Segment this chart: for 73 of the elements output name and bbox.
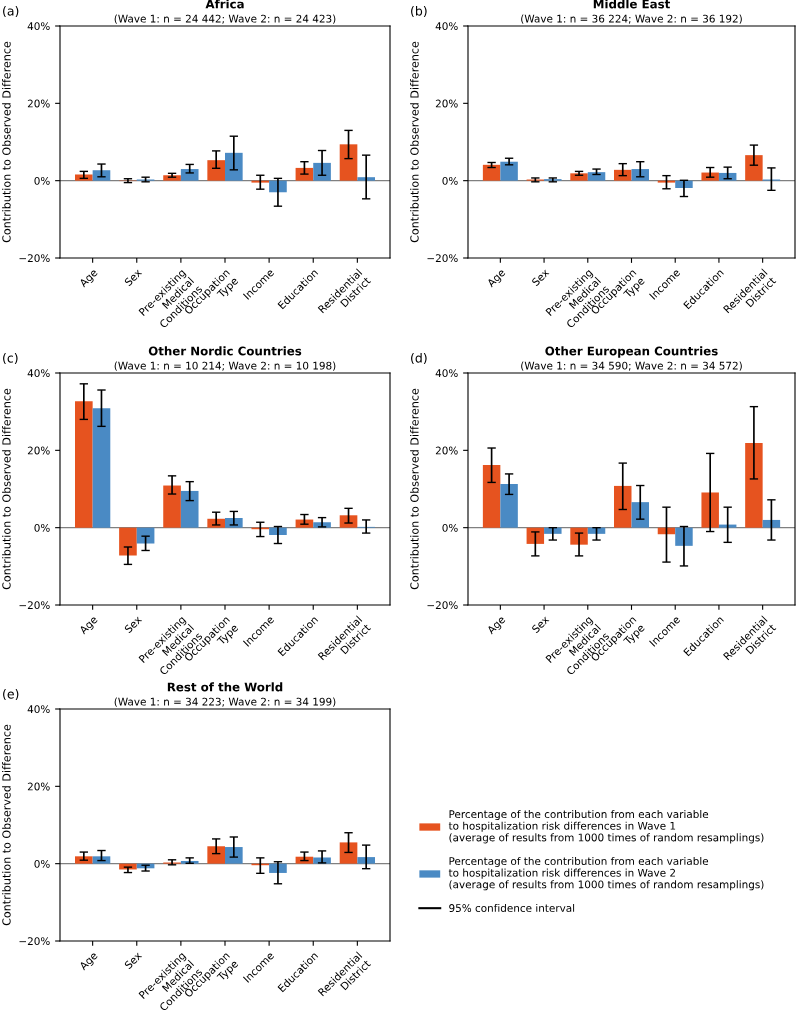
- legend-label: Percentage of the contribution from each variable to hospitalization risk differences in Wave 2 (average of results from 1000 times of random resamplings): [448, 856, 764, 891]
- text: (d): [411, 352, 427, 365]
- bar: [313, 162, 331, 181]
- bar: [92, 856, 111, 864]
- x-tick-label: Age: [78, 951, 100, 973]
- y-tick-label: 20%: [435, 99, 458, 108]
- bar: [745, 155, 763, 181]
- x-tick-label: Age: [78, 268, 100, 290]
- bar: [180, 490, 199, 528]
- y-tick-label: −20%: [19, 254, 50, 263]
- bar: [207, 846, 225, 864]
- bar: [570, 173, 588, 181]
- bar: [207, 160, 225, 181]
- y-tick-label: 0%: [34, 859, 50, 868]
- bar: [339, 144, 358, 181]
- y-tick-label: 40%: [27, 705, 50, 714]
- bar: [614, 169, 632, 181]
- chart-subtitle: (Wave 1: n = 34 590; Wave 2: n = 34 572): [521, 361, 742, 371]
- y-tick-label: −20%: [427, 601, 458, 610]
- chart-title: Other European Countries: [545, 346, 718, 358]
- chart-subtitle: (Wave 1: n = 34 223; Wave 2: n = 34 199): [114, 697, 336, 707]
- y-axis-title: Contribution to Observed Difference: [410, 388, 419, 590]
- chart-title: Other Nordic Countries: [148, 346, 302, 356]
- bar: [762, 519, 781, 528]
- chart-title: Rest of the World: [167, 682, 283, 692]
- y-tick-label: −20%: [427, 254, 458, 263]
- chart-title: Africa: [205, 0, 244, 9]
- y-tick-label: 40%: [435, 369, 458, 378]
- y-tick-label: 40%: [435, 22, 458, 31]
- y-axis-title: Contribution to Observed Difference: [410, 41, 419, 243]
- y-tick-label: 40%: [27, 22, 50, 31]
- y-axis-title: Contribution to Observed Difference: [2, 388, 11, 590]
- bar: [614, 485, 632, 528]
- bar: [136, 527, 155, 544]
- bar: [482, 465, 501, 528]
- y-tick-label: 20%: [27, 782, 50, 791]
- y-tick-label: 20%: [435, 446, 458, 455]
- bar: [92, 170, 111, 181]
- legend-label: Percentage of the contribution from each variable to hospitalization risk differences in Wave 1 (average of results from 1000 times of random resamplings): [448, 810, 764, 844]
- y-axis-title: Contribution to Observed Difference: [2, 724, 11, 926]
- bar: [92, 408, 111, 528]
- y-tick-label: −20%: [19, 601, 50, 610]
- text: 95% confidence interval: [449, 903, 575, 912]
- text: (c): [3, 352, 18, 365]
- y-tick-label: 20%: [27, 446, 50, 455]
- x-tick-label: Age: [486, 268, 508, 290]
- y-tick-label: 0%: [34, 176, 50, 185]
- bar: [500, 483, 518, 528]
- chart-subtitle: (Wave 1: n = 36 224; Wave 2: n = 36 192): [521, 14, 742, 24]
- chart-subtitle: (Wave 1: n = 24 442; Wave 2: n = 24 423): [114, 14, 336, 24]
- bar: [225, 152, 243, 181]
- bar: [745, 442, 763, 528]
- y-tick-label: 20%: [27, 99, 50, 108]
- x-tick-label: Age: [78, 615, 100, 637]
- y-tick-label: 0%: [34, 523, 50, 532]
- y-tick-label: 0%: [442, 523, 458, 532]
- bar: [482, 164, 501, 181]
- bar: [163, 485, 181, 528]
- text: (e): [3, 688, 19, 701]
- y-tick-label: −20%: [19, 937, 50, 946]
- text: (b): [411, 5, 427, 18]
- y-tick-label: 40%: [27, 369, 50, 378]
- y-axis-title: Contribution to Observed Difference: [2, 41, 11, 243]
- bar: [119, 527, 137, 556]
- y-tick-label: 0%: [442, 176, 458, 185]
- bar: [339, 842, 358, 864]
- bar: [500, 161, 518, 181]
- text: (a): [3, 5, 19, 18]
- bar: [75, 401, 93, 528]
- chart-title: Middle East: [593, 0, 671, 9]
- bar: [587, 172, 606, 181]
- chart-subtitle: (Wave 1: n = 10 214; Wave 2: n = 10 198): [114, 361, 336, 371]
- x-tick-label: Age: [486, 615, 508, 637]
